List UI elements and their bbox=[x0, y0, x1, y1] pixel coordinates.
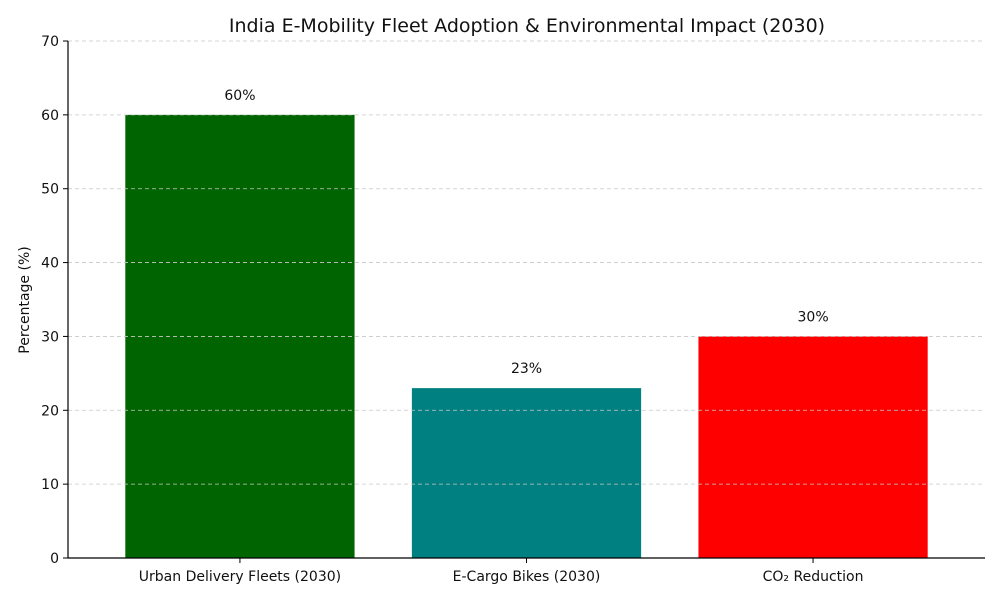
y-axis-label: Percentage (%) bbox=[17, 246, 33, 353]
y-tick-label: 40 bbox=[41, 256, 59, 272]
x-tick-label: CO₂ Reduction bbox=[763, 569, 864, 585]
y-tick-label: 10 bbox=[41, 477, 59, 493]
y-tick-label: 0 bbox=[50, 551, 59, 567]
data-label: 30% bbox=[798, 309, 829, 325]
data-label: 23% bbox=[511, 361, 542, 377]
chart-title: India E-Mobility Fleet Adoption & Enviro… bbox=[229, 15, 825, 37]
y-tick-label: 70 bbox=[41, 34, 59, 50]
x-axis-ticks: Urban Delivery Fleets (2030) E-Cargo Bike… bbox=[139, 558, 864, 585]
x-tick-label: Urban Delivery Fleets (2030) bbox=[139, 569, 341, 585]
bar bbox=[698, 336, 928, 558]
y-tick-label: 30 bbox=[41, 329, 59, 345]
x-tick-label: E-Cargo Bikes (2030) bbox=[453, 569, 601, 585]
data-label: 60% bbox=[224, 88, 255, 104]
data-labels-group: 60% 23% 30% bbox=[224, 88, 828, 377]
y-tick-label: 50 bbox=[41, 182, 59, 198]
y-axis-ticks: 0 10 20 30 40 50 60 70 bbox=[41, 34, 68, 567]
bar bbox=[411, 388, 642, 558]
gridlines-group bbox=[68, 40, 985, 485]
y-tick-label: 20 bbox=[41, 403, 59, 419]
y-tick-label: 60 bbox=[41, 108, 59, 124]
